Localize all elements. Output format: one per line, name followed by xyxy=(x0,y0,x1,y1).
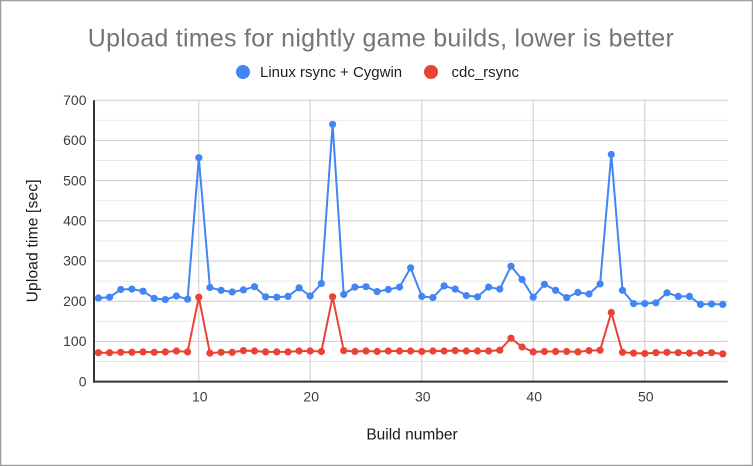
svg-text:Linux rsync + Cygwin: Linux rsync + Cygwin xyxy=(260,64,402,81)
svg-text:500: 500 xyxy=(63,172,87,188)
svg-text:100: 100 xyxy=(63,333,87,349)
svg-text:Build number: Build number xyxy=(366,427,457,444)
svg-text:10: 10 xyxy=(192,389,208,405)
svg-text:700: 700 xyxy=(63,92,87,108)
svg-text:30: 30 xyxy=(415,389,431,405)
svg-text:400: 400 xyxy=(63,213,87,229)
svg-text:200: 200 xyxy=(63,293,87,309)
svg-text:50: 50 xyxy=(638,389,654,405)
svg-text:Upload times for nightly game: Upload times for nightly game builds, lo… xyxy=(88,24,674,52)
svg-text:0: 0 xyxy=(79,373,87,389)
svg-text:600: 600 xyxy=(63,132,87,148)
svg-text:20: 20 xyxy=(303,389,319,405)
svg-text:300: 300 xyxy=(63,253,87,269)
svg-text:40: 40 xyxy=(526,389,542,405)
svg-text:cdc_rsync: cdc_rsync xyxy=(452,64,520,81)
svg-text:Upload time [sec]: Upload time [sec] xyxy=(25,179,42,302)
